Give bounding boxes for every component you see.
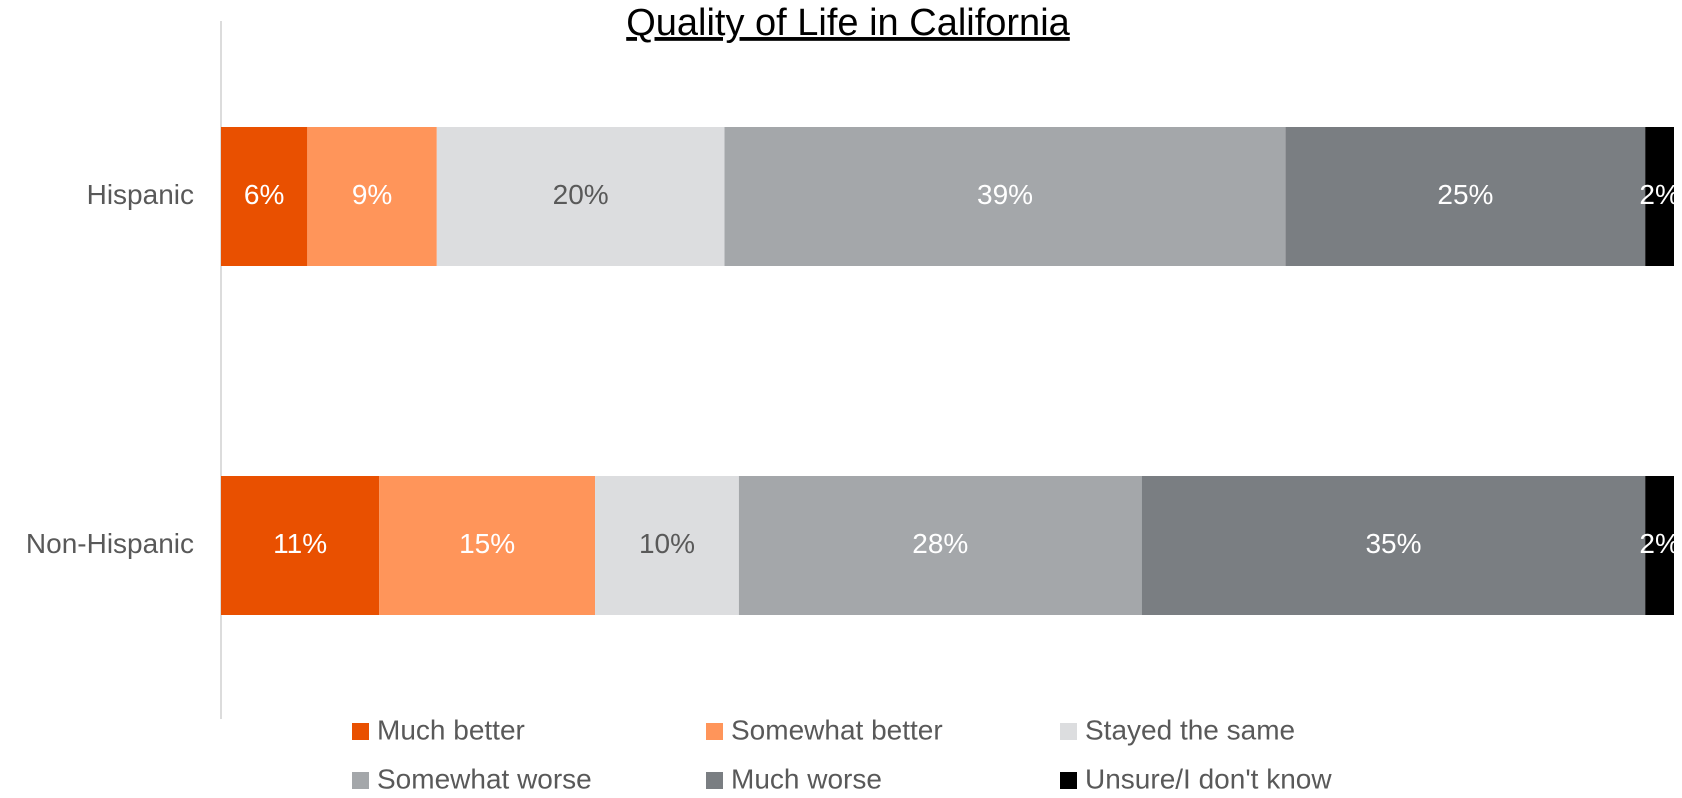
bar-segment: [1645, 127, 1674, 266]
y-tick-label: Non-Hispanic: [26, 528, 194, 559]
data-label: 15%: [459, 528, 515, 559]
bar-segment: [1285, 127, 1646, 266]
data-label: 2%: [1639, 528, 1679, 559]
bar-segment: [1141, 476, 1646, 615]
legend-swatch: [352, 723, 369, 740]
data-label: 10%: [639, 528, 695, 559]
legend-label: Somewhat better: [731, 714, 943, 745]
data-label: 25%: [1437, 179, 1493, 210]
data-label: 9%: [352, 179, 392, 210]
data-label: 6%: [244, 179, 284, 210]
legend-swatch: [1060, 772, 1077, 789]
data-label: 20%: [553, 179, 609, 210]
data-label: 39%: [977, 179, 1033, 210]
legend-label: Unsure/I don't know: [1085, 763, 1332, 794]
data-label: 28%: [912, 528, 968, 559]
legend-label: Much better: [377, 714, 525, 745]
y-tick-label: Hispanic: [87, 179, 194, 210]
bar-segment: [724, 127, 1286, 266]
legend-swatch: [706, 723, 723, 740]
bar-segment: [595, 476, 739, 615]
legend-swatch: [352, 772, 369, 789]
legend-label: Somewhat worse: [377, 763, 592, 794]
bar-segment: [436, 127, 725, 266]
legend-swatch: [1060, 723, 1077, 740]
bar-segment: [1645, 476, 1674, 615]
legend-label: Much worse: [731, 763, 882, 794]
legend-label: Stayed the same: [1085, 714, 1295, 745]
bar-segment: [221, 127, 308, 266]
bar-segment: [738, 476, 1142, 615]
bar-segment: [307, 127, 437, 266]
data-label: 2%: [1639, 179, 1679, 210]
data-label: 35%: [1365, 528, 1421, 559]
bar-segment: [221, 476, 380, 615]
bar-segment: [379, 476, 596, 615]
data-label: 11%: [273, 528, 327, 559]
chart-title: Quality of Life in California: [626, 2, 1070, 44]
legend-swatch: [706, 772, 723, 789]
